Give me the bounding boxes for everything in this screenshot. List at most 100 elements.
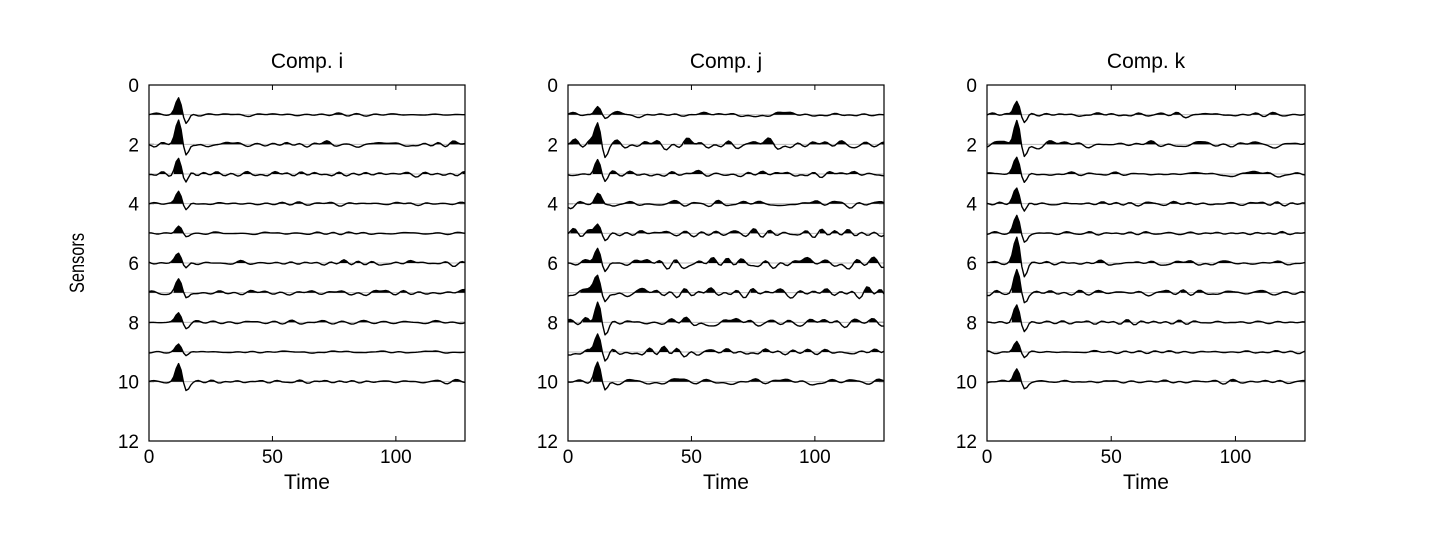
y-tick-label: 2	[966, 135, 977, 156]
y-tick-label: 0	[547, 76, 558, 97]
y-tick-label: 6	[547, 254, 558, 275]
x-tick-label: 50	[262, 447, 283, 468]
sensor-trace	[986, 100, 1306, 124]
sensor-trace-fill	[151, 191, 465, 204]
sensor-trace-fill	[987, 341, 1305, 352]
y-tick-label: 0	[128, 76, 139, 97]
sensor-trace	[567, 333, 885, 362]
y-tick-label: 12	[118, 432, 139, 453]
sensor-trace	[567, 247, 885, 273]
sensor-trace-fill	[568, 122, 884, 145]
sensor-trace	[148, 343, 466, 357]
sensor-trace-fill	[585, 334, 884, 352]
sensor-trace	[986, 368, 1305, 390]
y-axis-label: Sensors	[65, 233, 88, 293]
sensor-trace-fill	[582, 159, 875, 174]
sensor-trace-fill	[580, 275, 884, 293]
sensor-trace-fill	[568, 248, 880, 263]
x-tick-label: 50	[1101, 447, 1122, 468]
sensor-trace-fill	[568, 106, 884, 115]
sensor-trace-fill	[149, 278, 465, 293]
sensor-trace-fill	[158, 158, 465, 174]
sensor-trace	[148, 312, 466, 330]
sensor-trace-fill	[987, 157, 1303, 174]
sensor-trace-fill	[149, 253, 465, 263]
sensor-trace	[567, 301, 884, 336]
sensor-trace-fill	[575, 362, 884, 382]
sensor-trace	[567, 361, 885, 391]
y-tick-label: 4	[966, 195, 977, 216]
plot-frame	[567, 84, 885, 442]
panel-title: Comp. i	[271, 50, 343, 73]
sensor-trace-fill	[568, 302, 880, 323]
sensor-trace	[148, 362, 466, 392]
x-tick-label: 0	[563, 447, 574, 468]
sensor-trace-fill	[156, 344, 443, 352]
y-tick-label: 2	[128, 135, 139, 156]
y-tick-label: 6	[128, 254, 139, 275]
sensor-trace	[986, 187, 1306, 212]
sensor-trace-fill	[151, 97, 463, 115]
sensor-trace-fill	[570, 224, 877, 234]
x-tick-label: 0	[982, 447, 993, 468]
sensor-trace	[567, 192, 885, 210]
sensor-trace-fill	[149, 226, 465, 234]
plot-frame	[148, 84, 466, 442]
sensor-trace	[986, 119, 1306, 158]
y-tick-label: 2	[547, 135, 558, 156]
x-axis-label: Time	[703, 471, 749, 494]
y-tick-label: 12	[537, 432, 558, 453]
x-tick-label: 100	[799, 447, 831, 468]
sensor-trace	[986, 304, 1306, 333]
sensor-trace	[148, 278, 466, 299]
y-tick-label: 6	[966, 254, 977, 275]
y-tick-label: 8	[547, 313, 558, 334]
sensor-trace	[148, 225, 466, 238]
y-tick-label: 10	[956, 373, 977, 394]
sensor-trace	[986, 236, 1306, 278]
panel-title: Comp. k	[1107, 50, 1186, 73]
y-tick-label: 10	[118, 373, 139, 394]
sensor-trace	[986, 340, 1306, 359]
y-tick-label: 0	[966, 76, 977, 97]
x-tick-label: 50	[681, 447, 702, 468]
sensor-trace	[567, 105, 885, 120]
x-axis-label: Time	[1123, 471, 1169, 494]
sensor-trace-fill	[996, 368, 1305, 382]
sensor-trace	[986, 214, 1306, 243]
y-tick-label: 10	[537, 373, 558, 394]
y-tick-label: 4	[547, 195, 558, 216]
x-tick-label: 100	[380, 447, 412, 468]
sensor-trace	[148, 190, 466, 211]
sensor-trace	[567, 223, 885, 242]
panel-title: Comp. j	[690, 50, 762, 73]
y-tick-label: 8	[128, 313, 139, 334]
sensor-trace	[567, 122, 885, 159]
y-tick-label: 4	[128, 195, 139, 216]
sensor-trace	[148, 97, 465, 125]
sensor-trace	[148, 157, 466, 183]
x-tick-label: 100	[1220, 447, 1252, 468]
sensor-trace-fill	[987, 305, 1305, 323]
sensor-trace	[567, 274, 885, 303]
sensor-trace	[148, 252, 466, 269]
sensor-trace-fill	[149, 363, 463, 382]
x-tick-label: 0	[144, 447, 155, 468]
sensor-trace-fill	[994, 269, 1305, 293]
sensor-trace-fill	[161, 120, 466, 145]
y-tick-label: 8	[966, 313, 977, 334]
sensor-trace	[986, 156, 1306, 183]
sensor-trace	[567, 158, 885, 183]
x-axis-label: Time	[284, 471, 330, 494]
plot-frame	[986, 84, 1306, 442]
sensor-trace-fill	[992, 215, 1305, 234]
y-tick-label: 12	[956, 432, 977, 453]
sensor-trace-fill	[987, 188, 1305, 204]
sensor-trace-fill	[987, 237, 1305, 263]
sensor-trace-fill	[992, 120, 1305, 145]
sensor-trace	[148, 119, 466, 156]
